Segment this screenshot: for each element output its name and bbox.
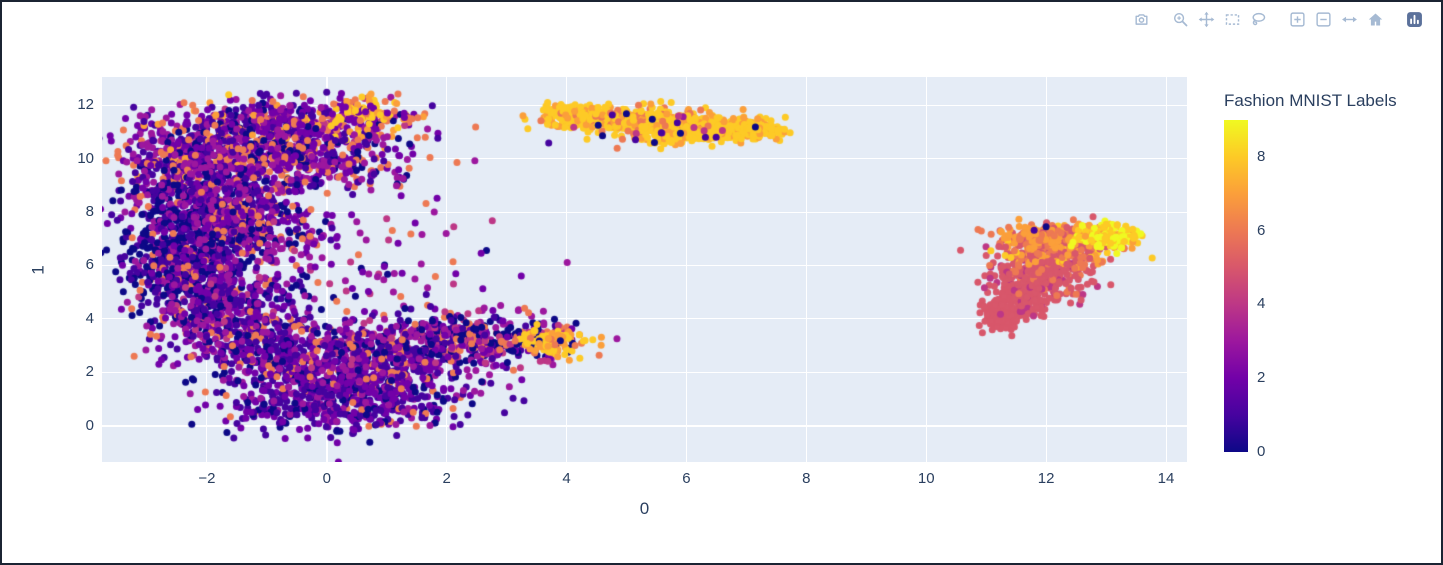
- x-tick-label: 6: [682, 470, 691, 487]
- plotly-logo-button[interactable]: [1401, 7, 1427, 31]
- colorbar-tick-label: 0: [1257, 443, 1266, 460]
- autoscale-icon: [1341, 11, 1358, 28]
- x-tick-label: 4: [562, 470, 571, 487]
- x-tick-label: 0: [322, 470, 331, 487]
- pan-icon: [1198, 11, 1215, 28]
- zoom-out-button[interactable]: [1310, 7, 1336, 31]
- scatter-canvas[interactable]: [102, 77, 1187, 462]
- y-tick-label: 10: [77, 149, 94, 167]
- y-axis-title: 1: [28, 264, 48, 275]
- y-tick-label: 12: [77, 96, 94, 114]
- colorbar-tick-label: 2: [1257, 369, 1266, 387]
- y-tick-label: 8: [85, 203, 94, 221]
- colorbar-tick-label: 8: [1257, 147, 1266, 165]
- box-select-icon: [1224, 11, 1241, 28]
- zoom-button[interactable]: [1167, 7, 1193, 31]
- home-icon: [1367, 11, 1384, 28]
- colorbar-gradient: [1224, 120, 1248, 452]
- y-tick-label: 2: [85, 363, 94, 381]
- y-tick-label: 6: [85, 256, 94, 274]
- x-tick-label: 2: [442, 470, 451, 487]
- colorbar-tick-label: 6: [1257, 221, 1266, 239]
- x-axis-title: 0: [639, 499, 650, 518]
- plotly-logo-icon: [1406, 11, 1423, 28]
- lasso-icon: [1250, 11, 1267, 28]
- y-tick-label: 4: [85, 309, 94, 327]
- magnifier-icon: [1172, 11, 1189, 28]
- box-select-button[interactable]: [1219, 7, 1245, 31]
- autoscale-button[interactable]: [1336, 7, 1362, 31]
- colorbar-title: Fashion MNIST Labels: [1224, 91, 1397, 110]
- x-tick-label: 12: [1037, 470, 1055, 487]
- zoom-out-icon: [1315, 11, 1332, 28]
- colorbar-tick-label: 4: [1257, 295, 1266, 313]
- reset-axes-button[interactable]: [1362, 7, 1388, 31]
- download-plot-button[interactable]: [1128, 7, 1154, 31]
- x-tick-label: 8: [802, 470, 811, 487]
- zoom-in-button[interactable]: [1284, 7, 1310, 31]
- plotly-modebar: [1128, 7, 1427, 31]
- camera-icon: [1133, 11, 1150, 28]
- x-tick-label: 10: [917, 470, 935, 487]
- plot-area[interactable]: [102, 77, 1187, 462]
- x-tick-label: 14: [1157, 470, 1175, 487]
- zoom-in-icon: [1289, 11, 1306, 28]
- x-tick-label: −2: [198, 470, 216, 487]
- pan-button[interactable]: [1193, 7, 1219, 31]
- lasso-select-button[interactable]: [1245, 7, 1271, 31]
- y-tick-label: 0: [85, 416, 94, 434]
